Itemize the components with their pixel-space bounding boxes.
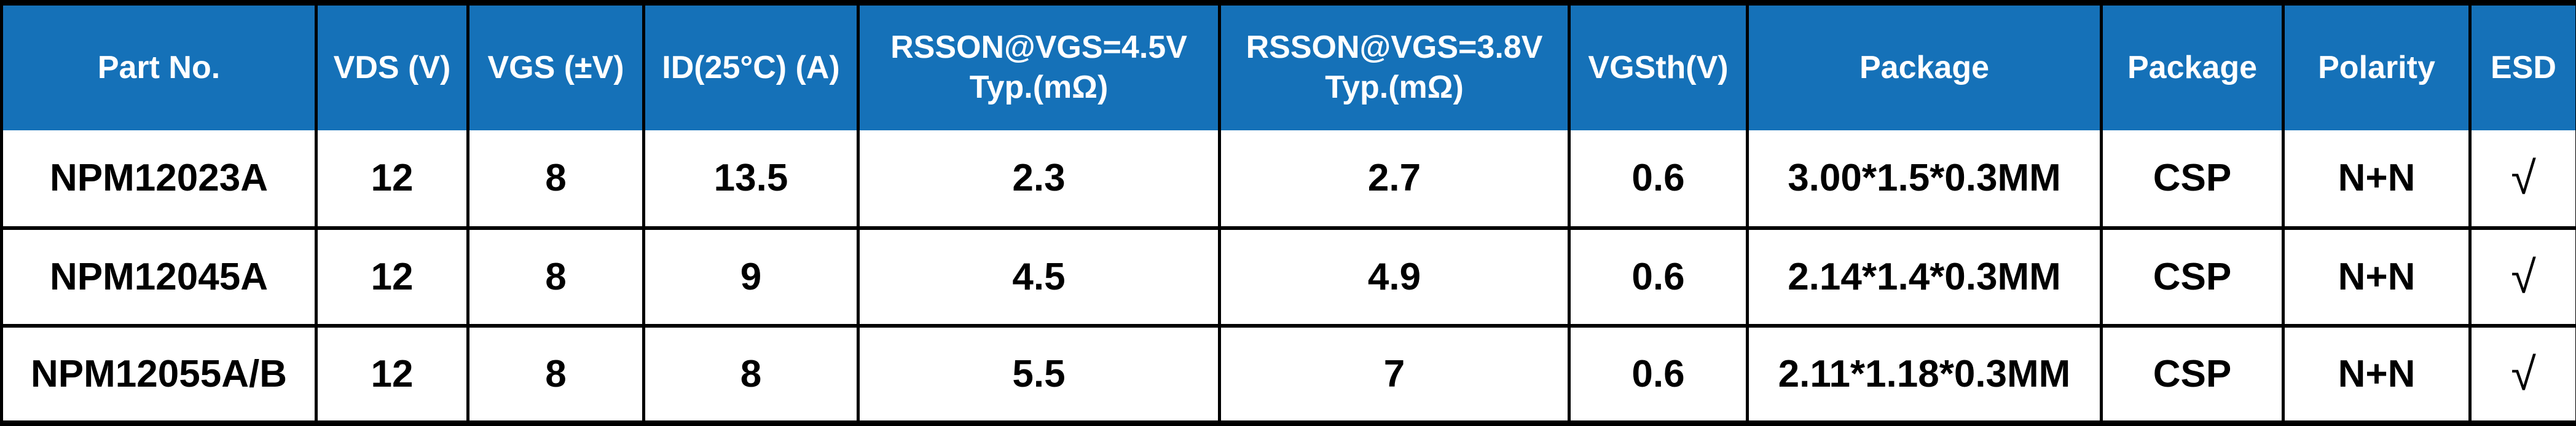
cell-rsson-4v5: 2.3 — [857, 130, 1220, 228]
cell-vgsth: 0.6 — [1568, 130, 1748, 228]
cell-part-no: NPM12055A/B — [1, 323, 316, 424]
cell-package-size: 3.00*1.5*0.3MM — [1746, 130, 2102, 228]
cell-polarity: N+N — [2282, 323, 2470, 424]
cell-id-25c: 9 — [642, 226, 858, 326]
cell-rsson-4v5: 4.5 — [857, 226, 1220, 326]
table-row-npm12055ab: NPM12055A/B 12 8 8 5.5 7 0.6 2.11*1.18*0… — [1, 323, 2576, 424]
cell-vds: 12 — [315, 130, 468, 228]
cell-vgs: 8 — [466, 323, 644, 424]
cell-package-size: 2.14*1.4*0.3MM — [1746, 226, 2102, 326]
cell-rsson-3v8: 2.7 — [1218, 130, 1569, 228]
cell-vgs: 8 — [466, 226, 644, 326]
cell-id-25c: 13.5 — [642, 130, 858, 228]
cell-rsson-3v8: 7 — [1218, 323, 1569, 424]
cell-rsson-4v5: 5.5 — [857, 323, 1220, 424]
cell-package-type: CSP — [2100, 226, 2283, 326]
cell-esd-checkmark: √ — [2468, 130, 2576, 228]
cell-vgsth: 0.6 — [1568, 323, 1748, 424]
table-row-npm12045a: NPM12045A 12 8 9 4.5 4.9 0.6 2.14*1.4*0.… — [1, 226, 2576, 326]
col-header-rsson-4v5: RSSON@VGS=4.5V Typ.(mΩ) — [857, 2, 1220, 130]
col-header-rsson-3v8: RSSON@VGS=3.8V Typ.(mΩ) — [1218, 2, 1569, 130]
col-header-vgs: VGS (±V) — [466, 2, 644, 130]
table-row-npm12023a: NPM12023A 12 8 13.5 2.3 2.7 0.6 3.00*1.5… — [1, 130, 2576, 228]
cell-polarity: N+N — [2282, 226, 2470, 326]
cell-package-type: CSP — [2100, 323, 2283, 424]
cell-vgsth: 0.6 — [1568, 226, 1748, 326]
cell-vds: 12 — [315, 226, 468, 326]
cell-package-size: 2.11*1.18*0.3MM — [1746, 323, 2102, 424]
col-header-polarity: Polarity — [2282, 2, 2470, 130]
col-header-vds: VDS (V) — [315, 2, 468, 130]
col-header-id-25c: ID(25°C) (A) — [642, 2, 858, 130]
cell-rsson-3v8: 4.9 — [1218, 226, 1569, 326]
cell-esd-checkmark: √ — [2468, 226, 2576, 326]
cell-polarity: N+N — [2282, 130, 2470, 228]
cell-part-no: NPM12023A — [1, 130, 316, 228]
cell-package-type: CSP — [2100, 130, 2283, 228]
cell-esd-checkmark: √ — [2468, 323, 2576, 424]
col-header-vgsth: VGSth(V) — [1568, 2, 1748, 130]
cell-part-no: NPM12045A — [1, 226, 316, 326]
table-header-row: Part No. VDS (V) VGS (±V) ID(25°C) (A) R… — [1, 2, 2576, 130]
col-header-part-no: Part No. — [1, 2, 316, 130]
col-header-esd: ESD — [2468, 2, 2576, 130]
col-header-package-size: Package — [1746, 2, 2102, 130]
cell-id-25c: 8 — [642, 323, 858, 424]
cell-vgs: 8 — [466, 130, 644, 228]
cell-vds: 12 — [315, 323, 468, 424]
col-header-package-type: Package — [2100, 2, 2283, 130]
